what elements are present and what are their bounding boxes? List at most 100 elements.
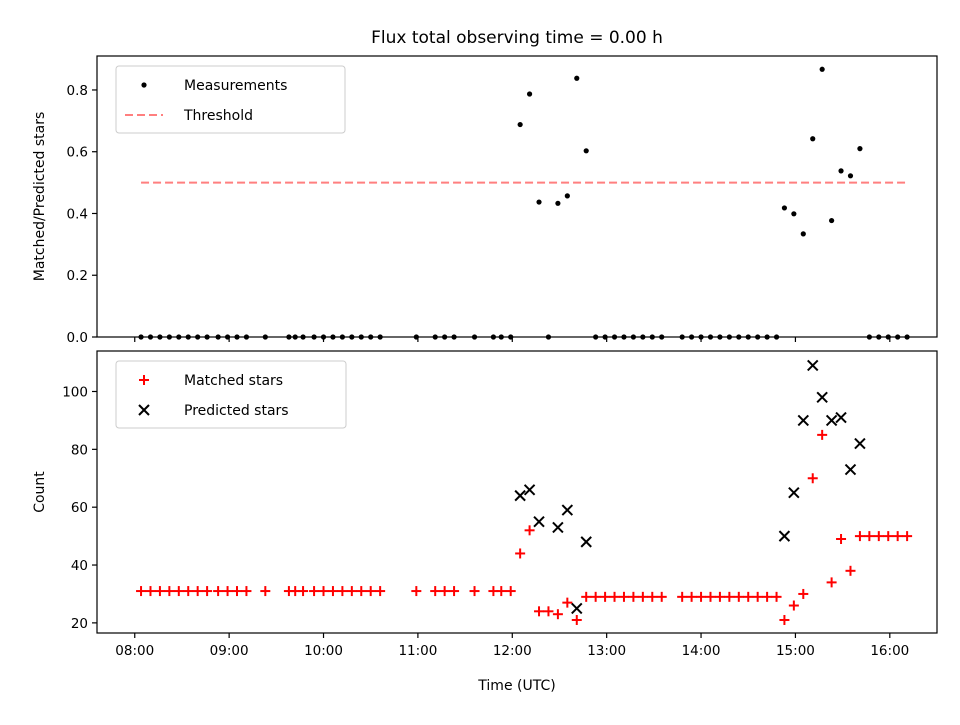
legend-label: Matched stars: [184, 373, 283, 389]
data-point: [791, 211, 797, 217]
x-tick-label: 09:00: [210, 643, 249, 659]
x-b: [561, 504, 574, 516]
data-point: [771, 591, 782, 602]
data-point: [505, 586, 516, 597]
data-point: [696, 591, 707, 602]
x-b: [514, 489, 526, 502]
data-point: [637, 591, 648, 602]
data-point: [788, 487, 800, 499]
legend-handle: [141, 82, 147, 88]
data-point: [609, 591, 620, 602]
legend-label: Threshold: [183, 108, 253, 124]
y-tick-label: 100: [62, 384, 88, 400]
data-point: [677, 591, 688, 602]
data-point: [562, 597, 573, 608]
data-point: [816, 391, 828, 403]
data-point: [873, 531, 884, 542]
data-point: [779, 614, 790, 625]
x-b: [807, 359, 819, 372]
data-point: [647, 591, 658, 602]
x-tick-label: 08:00: [115, 643, 154, 659]
y-tick-label: 0.2: [67, 268, 88, 284]
data-point: [309, 586, 320, 597]
data-point: [318, 586, 329, 597]
y-tick-label: 60: [71, 500, 88, 516]
data-point: [430, 586, 441, 597]
data-point: [496, 586, 507, 597]
x-tick-label: 12:00: [493, 643, 532, 659]
x-tick-label: 11:00: [398, 643, 437, 659]
data-point: [618, 591, 629, 602]
data-point: [656, 591, 667, 602]
data-point: [173, 586, 184, 597]
data-point: [752, 591, 763, 602]
data-point: [724, 591, 735, 602]
data-point: [524, 525, 535, 536]
legend-box: [115, 360, 347, 429]
data-point: [892, 531, 903, 542]
x-tick-label: 15:00: [776, 643, 815, 659]
data-point: [192, 586, 203, 597]
x-b: [533, 515, 545, 528]
x-tick-label: 13:00: [587, 643, 626, 659]
x-tick-label: 10:00: [304, 643, 343, 659]
data-point: [449, 586, 460, 597]
axes-2: 20 40 60 80 100 08:00 09:00 10:00 11:00 12:00 13:0…: [32, 350, 938, 694]
data-point: [743, 591, 754, 602]
legend: Measurements Threshold: [115, 65, 346, 134]
data-point: [817, 429, 828, 440]
y-tick-label: 40: [71, 558, 88, 574]
data-point: [825, 414, 838, 427]
data-point: [686, 591, 697, 602]
data-point: [555, 200, 561, 206]
data-point: [298, 586, 309, 597]
legend-entry: Predicted stars: [138, 403, 289, 419]
data-point: [844, 463, 857, 476]
x-b: [835, 411, 847, 424]
data-point: [810, 136, 816, 142]
data-point: [845, 565, 856, 576]
x-axis-label: Time (UTC): [477, 678, 555, 694]
data-point: [581, 591, 592, 602]
x-b: [778, 530, 791, 542]
legend-entry: Measurements: [141, 78, 287, 94]
data-point: [807, 359, 819, 372]
data-point: [517, 121, 523, 128]
data-point: [136, 586, 147, 597]
x-b: [788, 487, 800, 499]
data-point: [580, 536, 592, 548]
data-point: [807, 473, 818, 484]
data-point: [826, 577, 837, 588]
legend-entry: Matched stars: [139, 373, 283, 389]
x-b: [816, 391, 828, 403]
chart-title: Flux total observing time = 0.00 h: [371, 28, 663, 48]
x-tick-label: 16:00: [870, 643, 909, 659]
data-point: [854, 531, 865, 542]
data-point: [733, 591, 744, 602]
data-point: [213, 586, 224, 597]
data-point: [337, 586, 348, 597]
data-point: [202, 586, 213, 597]
data-point: [564, 193, 570, 199]
x-b: [825, 414, 838, 427]
y-tick-label: 0.8: [67, 83, 88, 99]
data-point: [836, 534, 847, 544]
data-point: [571, 614, 582, 625]
data-point: [536, 199, 542, 205]
x-b: [844, 463, 857, 476]
data-point: [829, 217, 835, 224]
data-point: [533, 515, 545, 528]
x-b: [580, 536, 592, 548]
axes-frame: [96, 55, 938, 338]
data-point: [574, 75, 580, 81]
data-point: [375, 586, 386, 597]
data-point: [222, 586, 233, 597]
data-point: [154, 586, 165, 597]
legend-label: Measurements: [184, 78, 287, 94]
data-point: [854, 437, 866, 450]
x-b: [854, 437, 866, 450]
data-point: [356, 586, 367, 597]
data-point: [365, 586, 376, 597]
